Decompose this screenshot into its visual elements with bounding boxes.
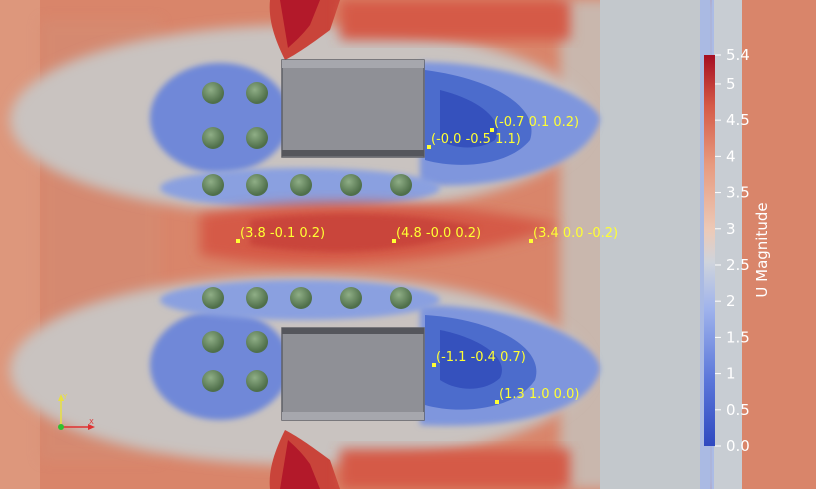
probe-annotations: (-0.7 0.1 0.2) (-0.0 -0.5 1.1) (3.8 -0.1 0… xyxy=(236,115,618,404)
probe-label: (3.8 -0.1 0.2) xyxy=(240,226,325,241)
legend-tick-label: 1.5 xyxy=(726,328,750,346)
sphere-obstacle xyxy=(390,174,412,196)
sphere-obstacle xyxy=(390,287,412,309)
probe-point xyxy=(236,239,240,243)
probe-label: (-0.0 -0.5 1.1) xyxy=(431,132,521,147)
probe-point xyxy=(495,400,499,404)
legend-tick-label: 0.0 xyxy=(726,437,750,455)
sphere-obstacle xyxy=(340,287,362,309)
sphere-obstacle xyxy=(246,174,268,196)
sphere-obstacle xyxy=(246,127,268,149)
legend-tick-label: 1 xyxy=(726,365,736,383)
sphere-obstacle xyxy=(246,331,268,353)
sphere-obstacle xyxy=(340,174,362,196)
legend-tick-label: 4.5 xyxy=(726,111,750,129)
legend-tick-label: 3 xyxy=(726,220,736,238)
legend-tick-label: 5 xyxy=(726,75,736,93)
probe-label: (4.8 -0.0 0.2) xyxy=(396,226,481,241)
legend-title: U Magnitude xyxy=(753,202,771,297)
sphere-obstacle xyxy=(202,174,224,196)
sphere-obstacle xyxy=(202,82,224,104)
legend-tick-label: 3.5 xyxy=(726,184,750,202)
probe-point xyxy=(392,239,396,243)
probe-point xyxy=(432,363,436,367)
sphere-obstacle xyxy=(202,331,224,353)
probe-label: (3.4 0.0 -0.2) xyxy=(533,226,618,241)
probe-point xyxy=(490,128,494,132)
legend-tick-label: 0.5 xyxy=(726,401,750,419)
legend-tick-label: 4 xyxy=(726,147,736,165)
sphere-obstacle xyxy=(202,127,224,149)
axis-x-label: X xyxy=(89,418,94,426)
color-legend-bar xyxy=(704,55,715,446)
sphere-obstacle xyxy=(290,287,312,309)
sphere-obstacle xyxy=(246,82,268,104)
sphere-obstacle xyxy=(246,287,268,309)
probe-point xyxy=(427,145,431,149)
sphere-obstacle xyxy=(202,370,224,392)
legend-tick-label: 2.5 xyxy=(726,256,750,274)
orientation-axes-triad: Y X xyxy=(58,393,95,430)
sphere-obstacles xyxy=(202,82,412,392)
color-legend: 5.4 5 4.5 4 3.5 3 2.5 2 1.5 1 0.5 0.0 U Magnitude xyxy=(704,46,771,455)
building-bottom xyxy=(281,327,425,421)
probe-label: (-0.7 0.1 0.2) xyxy=(494,115,579,130)
probe-label: (-1.1 -0.4 0.7) xyxy=(436,350,526,365)
legend-ticks: 5.4 5 4.5 4 3.5 3 2.5 2 1.5 1 0.5 0.0 xyxy=(715,46,750,455)
probe-point xyxy=(529,239,533,243)
legend-tick-label: 2 xyxy=(726,292,736,310)
axis-y-label: Y xyxy=(62,393,68,401)
sphere-obstacle xyxy=(202,287,224,309)
sphere-obstacle xyxy=(290,174,312,196)
building-top xyxy=(281,59,425,158)
probe-label: (1.3 1.0 0.0) xyxy=(499,387,579,402)
legend-tick-label: 5.4 xyxy=(726,46,750,64)
sphere-obstacle xyxy=(246,370,268,392)
